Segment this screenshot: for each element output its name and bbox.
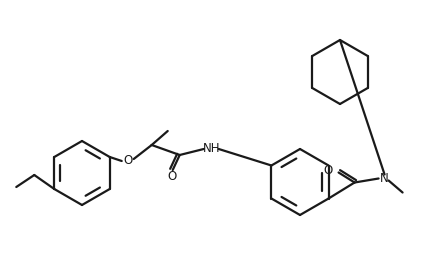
Text: O: O: [123, 154, 132, 168]
Text: O: O: [323, 164, 332, 177]
Text: N: N: [380, 172, 389, 185]
Text: O: O: [167, 170, 176, 184]
Text: NH: NH: [203, 143, 220, 155]
